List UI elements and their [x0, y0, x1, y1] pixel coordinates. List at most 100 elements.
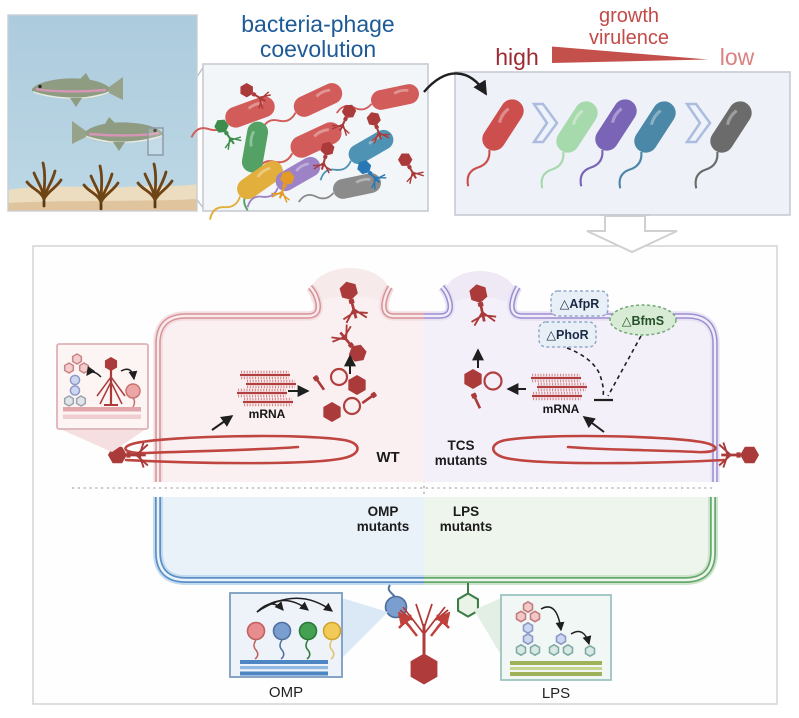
- bfms-badge: [609, 304, 677, 336]
- lps-sugar-icon: [65, 363, 74, 373]
- receptor-stalk: [279, 639, 285, 660]
- lps-sugar-icon: [585, 646, 594, 656]
- membrane-stripe: [240, 666, 328, 670]
- omp-label-line2: mutants: [357, 519, 410, 534]
- phor-badge: [538, 321, 597, 348]
- membrane-stripe: [510, 667, 602, 670]
- inset-wedge: [342, 598, 388, 658]
- bfms-label: △BfmS: [622, 314, 664, 328]
- block-x-icon: [398, 614, 412, 629]
- sand-dark: [8, 199, 197, 211]
- virulence-panel: [453, 71, 791, 216]
- gradient-wedge: [552, 46, 708, 63]
- receptor-stalk: [253, 639, 259, 660]
- attached-phage-icon: [96, 357, 126, 406]
- transcription-arrow: [211, 415, 234, 431]
- tcs-cell: mRNA △AfpR △PhoR △BfmS TCS mutants: [424, 271, 761, 482]
- capsid-circle-icon: [342, 396, 362, 416]
- afpr-label: △AfpR: [560, 297, 599, 311]
- inset-wedge: [474, 598, 501, 655]
- membrane-stripe: [240, 660, 328, 664]
- coevolution-title-line1: bacteria-phage: [241, 11, 394, 37]
- transcription-arrow: [582, 416, 605, 433]
- omp-variant-icon: [246, 621, 266, 641]
- inhibition-path: [607, 335, 642, 397]
- lps-sugar-icon: [556, 634, 565, 644]
- tcs-regulators: △AfpR △PhoR △BfmS: [538, 290, 677, 348]
- gradient-high-label: high: [495, 44, 538, 70]
- omp-cell: OMP mutants OMP: [153, 497, 424, 701]
- coevolution-title-line2: coevolution: [260, 36, 376, 62]
- truncation-arrow: [570, 630, 592, 646]
- lps-sugar-icon: [523, 602, 532, 612]
- lps-sugar-icon: [77, 396, 86, 406]
- lps-sugar-icon: [523, 634, 532, 644]
- injected-dna: [124, 434, 359, 465]
- omp-variant-icon: [322, 621, 342, 641]
- lps-sugar-icon: [516, 611, 525, 621]
- binding-arrow: [86, 366, 102, 378]
- receptor-stalk: [329, 639, 335, 660]
- lps-sugar-icon: [530, 611, 539, 621]
- lps-sugar-icon: [549, 645, 558, 655]
- phor-label: △PhoR: [546, 328, 588, 342]
- fish-scene-panel: [7, 14, 198, 212]
- gradient-label-line2: virulence: [589, 27, 669, 49]
- omp-membrane: [153, 497, 424, 585]
- lps-sugar-icon: [563, 645, 572, 655]
- receptor-stalk: [305, 639, 311, 660]
- wt-cell: mRNA WT: [56, 268, 424, 482]
- omp-inset-label: OMP: [269, 684, 303, 701]
- lps-sugar-icon: [516, 645, 525, 655]
- lps-receptor-icon: [458, 594, 478, 617]
- omp-receptor-icon: [125, 383, 141, 399]
- gradient-label-line1: growth: [599, 5, 659, 27]
- phage-parts: [311, 367, 379, 422]
- wt-receptor-inset: [56, 343, 149, 430]
- tcs-membrane: [424, 283, 720, 482]
- afpr-badge: [550, 290, 609, 317]
- zoom-box: [147, 127, 164, 156]
- lps-inset: [500, 594, 612, 681]
- lps-sugar-icon: [69, 385, 81, 396]
- lps-label-line1: LPS: [453, 504, 479, 519]
- inset-wedge: [60, 429, 146, 452]
- lps-sugar-icon: [69, 374, 81, 386]
- binding-arrow: [120, 368, 138, 381]
- switch-arrow: [256, 597, 333, 613]
- omp-variant-icon: [272, 621, 292, 641]
- tcs-label-line2: mutants: [435, 453, 488, 468]
- lps-inset-label: LPS: [542, 685, 570, 702]
- lps-sugar-icon: [80, 363, 89, 373]
- virulence-gradient-header: growth virulence high low: [495, 5, 754, 70]
- membrane-stripe: [63, 407, 141, 412]
- block-x-icon: [436, 614, 450, 629]
- truncation-arrow: [540, 606, 565, 632]
- mrna-label: mRNA: [249, 407, 286, 421]
- lps-sugar-icon: [523, 623, 532, 633]
- wt-label: WT: [376, 449, 399, 466]
- phage-parts: [464, 369, 503, 411]
- blocked-phage: [397, 603, 451, 685]
- capsid-circle-icon: [483, 371, 503, 391]
- lps-sugar-icon: [530, 645, 539, 655]
- mrna-label: mRNA: [543, 402, 580, 416]
- chevron-down-icon: [586, 215, 678, 254]
- capsid-circle-icon: [329, 367, 349, 387]
- wt-membrane: [153, 283, 424, 482]
- membrane-stripe: [510, 672, 602, 676]
- mechanism-panel: mRNA WT: [32, 245, 778, 705]
- membrane-stripe: [510, 661, 602, 665]
- membrane-stripe: [240, 671, 328, 676]
- tcs-label-line1: TCS: [448, 438, 475, 453]
- lps-label-line2: mutants: [440, 519, 493, 534]
- lps-membrane: [424, 497, 718, 585]
- lps-cell: LPS mutants: [424, 497, 718, 702]
- gradient-low-label: low: [720, 44, 755, 70]
- mrna-stack: [529, 373, 589, 401]
- injected-dna: [492, 434, 726, 465]
- omp-label-line1: OMP: [368, 504, 399, 519]
- omp-variant-icon: [298, 621, 318, 641]
